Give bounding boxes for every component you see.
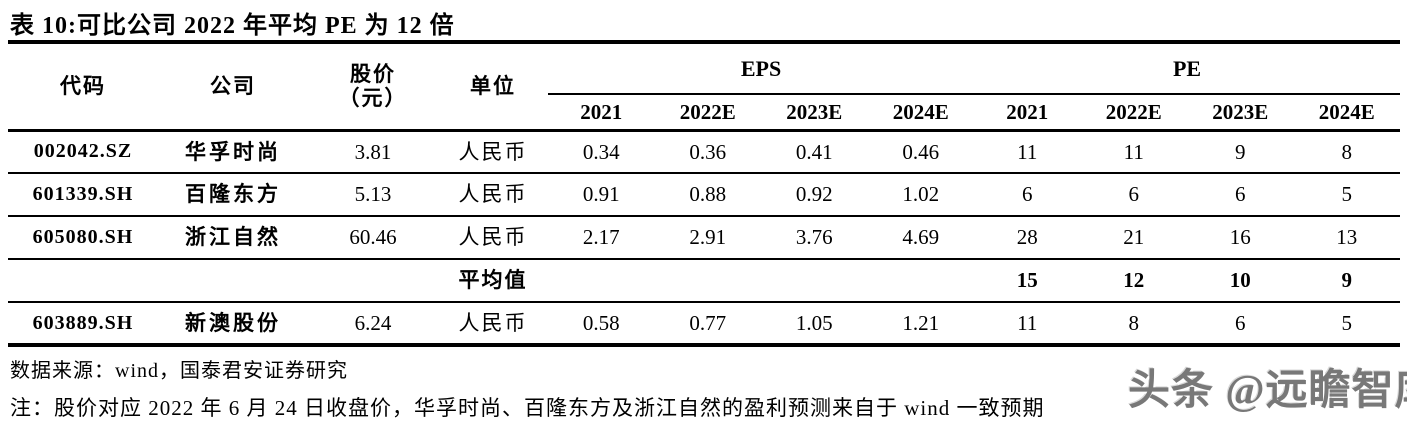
cell-pe-2024e: 13	[1336, 225, 1358, 250]
cell-empty	[655, 259, 762, 302]
year-header-row: 2021 2022E 2023E 2024E 2021 2022E 2023E …	[8, 94, 1401, 132]
cell-eps-2023e: 0.41	[795, 139, 833, 164]
cell-eps-2021: 2.17	[582, 225, 620, 250]
cell-eps-2022e: 0.77	[689, 310, 727, 335]
eps-year-2022e: 2022E	[654, 94, 761, 132]
eps-year-2024e: 2024E	[867, 94, 975, 132]
company-row-zhejiang: 605080.SH 浙江自然 60.46 人民币 2.17 2.91 3.76 …	[8, 216, 1401, 259]
cell-pe-2024e: 5	[1341, 182, 1353, 207]
cell-eps-2022e: 0.36	[689, 139, 727, 164]
cell-pe-2021: 11	[1017, 310, 1038, 335]
cell-eps-2024e: 1.21	[902, 310, 940, 335]
cell-pe-2022e: 8	[1128, 310, 1140, 335]
pe-year-2024e: 2024E	[1293, 94, 1401, 132]
cell-pe-2024e: 8	[1341, 139, 1353, 164]
cell-empty	[761, 259, 868, 302]
avg-pe-2022e: 12	[1123, 268, 1145, 293]
col-header-code: 代码	[8, 42, 158, 132]
col-header-price-line2: （元）	[338, 86, 408, 111]
cell-eps-2023e: 3.76	[795, 225, 833, 250]
cell-empty	[868, 259, 975, 302]
cell-code: 002042.SZ	[33, 140, 133, 163]
cell-code: 601339.SH	[32, 183, 134, 205]
cell-pe-2023e: 6	[1235, 182, 1246, 207]
company-row-bailong: 601339.SH 百隆东方 5.13 人民币 0.91 0.88 0.92 1…	[8, 173, 1401, 216]
cell-price: 3.81	[354, 139, 392, 164]
cell-company: 百隆东方	[185, 182, 281, 207]
table-header: 代码 公司 股价 （元） 单位 EPS PE 2021 2022E 2023E …	[8, 42, 1401, 132]
watermark-toutiao-yuanzhan: 头条 @远瞻智库	[1128, 368, 1407, 414]
cell-unit: 人民币	[458, 225, 528, 250]
eps-year-2021: 2021	[548, 94, 655, 132]
cell-pe-2022e: 11	[1123, 139, 1144, 164]
cell-price: 5.13	[354, 182, 392, 207]
cell-pe-2023e: 16	[1229, 225, 1251, 250]
data-source-note: 数据来源：wind，国泰君安证券研究	[10, 360, 348, 382]
col-header-price: 股价 （元）	[308, 42, 438, 132]
cell-eps-2024e: 4.69	[902, 225, 940, 250]
cell-pe-2024e: 5	[1341, 310, 1353, 335]
cell-pe-2022e: 6	[1128, 182, 1140, 207]
cell-price: 60.46	[349, 225, 397, 250]
cell-eps-2023e: 0.92	[795, 182, 833, 207]
cell-unit: 人民币	[458, 182, 528, 207]
cell-eps-2021: 0.34	[582, 139, 620, 164]
cell-eps-2021: 0.91	[582, 182, 620, 207]
group-header-row: 代码 公司 股价 （元） 单位 EPS PE	[8, 42, 1401, 132]
cell-company: 浙江自然	[185, 225, 281, 250]
cell-pe-2021: 28	[1016, 225, 1038, 250]
cell-unit: 人民币	[458, 139, 528, 164]
comparable-companies-table: 代码 公司 股价 （元） 单位 EPS PE 2021 2022E 2023E …	[8, 40, 1401, 347]
cell-eps-2024e: 0.46	[902, 139, 940, 164]
average-label: 平均值	[458, 268, 528, 293]
footnote: 注：股价对应 2022 年 6 月 24 日收盘价，华孚时尚、百隆东方及浙江自然…	[10, 396, 1045, 420]
cell-eps-2023e: 1.05	[795, 310, 833, 335]
cell-pe-2021: 11	[1017, 139, 1038, 164]
table-title: 表 10:可比公司 2022 年平均 PE 为 12 倍	[10, 13, 455, 39]
cell-empty	[548, 259, 655, 302]
pe-year-2022e: 2022E	[1080, 94, 1188, 132]
cell-pe-2022e: 21	[1123, 225, 1145, 250]
cell-pe-2023e: 9	[1235, 139, 1246, 164]
cell-code: 603889.SH	[32, 311, 134, 334]
pe-year-2021: 2021	[974, 94, 1081, 132]
cell-eps-2022e: 0.88	[689, 182, 727, 207]
group-header-pe: PE	[974, 42, 1401, 95]
eps-year-2023e: 2023E	[761, 94, 868, 132]
cell-company: 新澳股份	[185, 310, 281, 335]
cell-code: 605080.SH	[32, 226, 134, 248]
company-row-huafu: 002042.SZ 华孚时尚 3.81 人民币 0.34 0.36 0.41 0…	[8, 130, 1401, 173]
avg-pe-2021: 15	[1016, 268, 1038, 293]
col-header-unit: 单位	[438, 42, 548, 132]
group-header-eps: EPS	[548, 42, 975, 95]
cell-pe-2021: 6	[1022, 182, 1033, 207]
col-header-price-line1: 股价	[350, 62, 396, 87]
pe-year-2023e: 2023E	[1187, 94, 1294, 132]
cell-empty	[308, 259, 438, 302]
cell-eps-2021: 0.58	[582, 310, 620, 335]
avg-pe-2024e: 9	[1341, 268, 1353, 293]
cell-empty	[8, 259, 158, 302]
cell-company: 华孚时尚	[185, 139, 281, 164]
avg-pe-2023e: 10	[1229, 268, 1251, 293]
cell-pe-2023e: 6	[1235, 310, 1246, 335]
col-header-company: 公司	[158, 42, 308, 132]
cell-unit: 人民币	[458, 310, 528, 335]
subject-company-row-xinao: 603889.SH 新澳股份 6.24 人民币 0.58 0.77 1.05 1…	[8, 302, 1401, 345]
average-row: 平均值 15 12 10 9	[8, 259, 1401, 302]
cell-empty	[158, 259, 308, 302]
cell-price: 6.24	[354, 310, 392, 335]
cell-eps-2022e: 2.91	[689, 225, 727, 250]
cell-eps-2024e: 1.02	[902, 182, 940, 207]
